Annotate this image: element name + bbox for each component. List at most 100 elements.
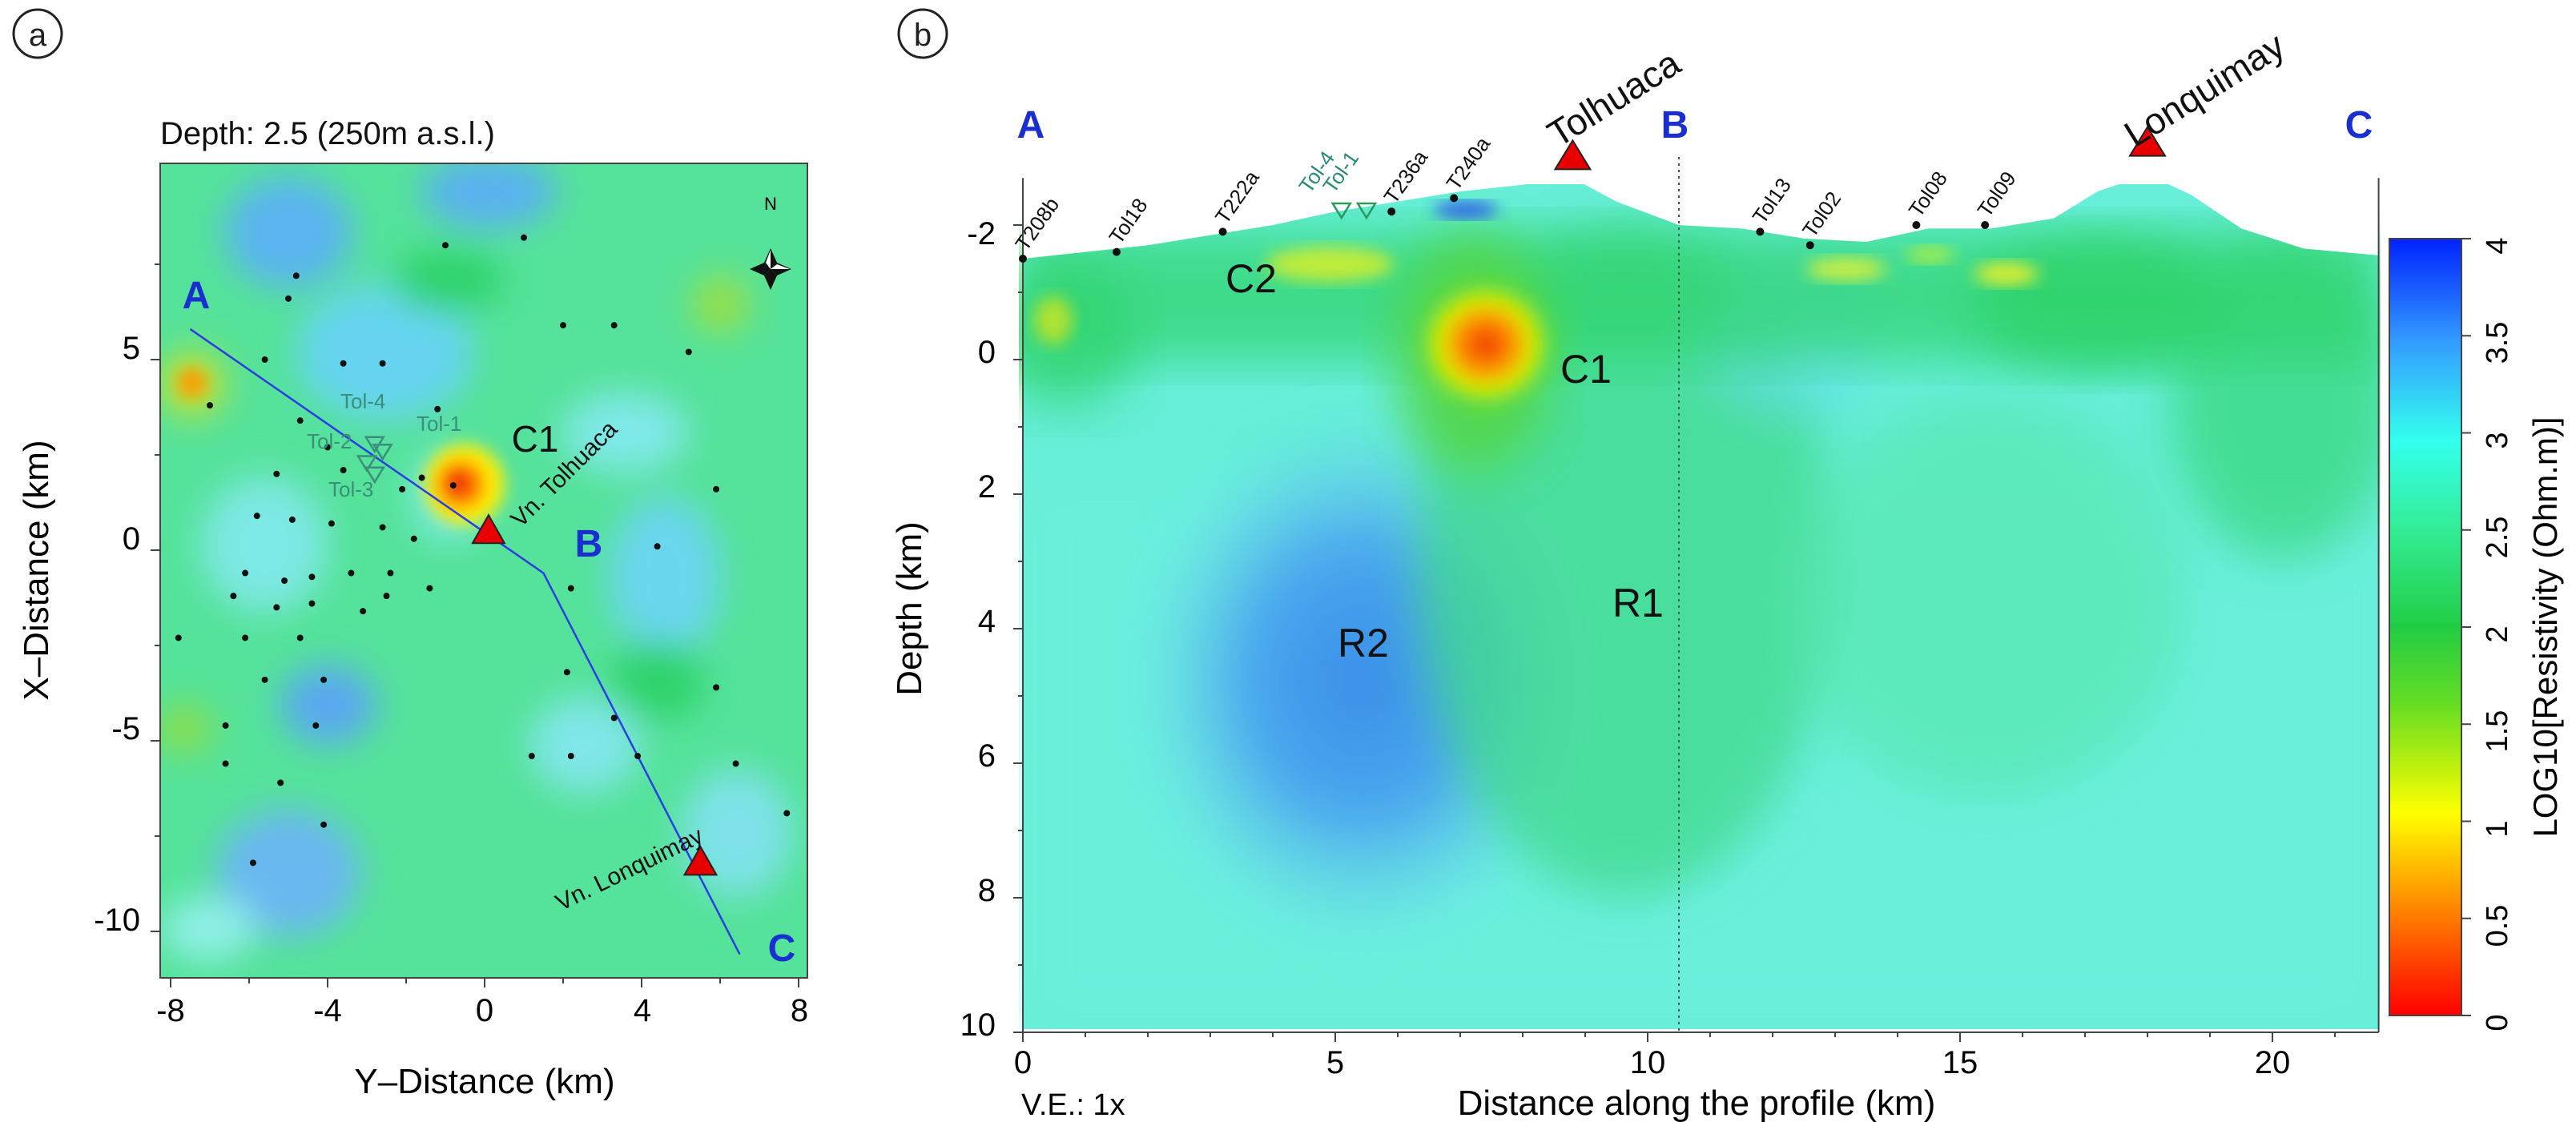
- colorbar-label: LOG10[Resistivity (Ohm.m)]: [2526, 416, 2564, 837]
- colorbar-tick-label: 1.5: [2481, 710, 2514, 753]
- station-dot: [1113, 247, 1121, 256]
- station-dot: [1387, 207, 1396, 216]
- panel-a-title: Depth: 2.5 (250m a.s.l.): [160, 116, 495, 151]
- panel-b-ytick-label: -2: [967, 216, 996, 251]
- panel-b-body-label: C2: [1226, 256, 1277, 301]
- panel-b-profile-label: B: [1661, 104, 1689, 147]
- station-dot: [261, 356, 268, 363]
- panel-a-ylabel: X–Distance (km): [17, 440, 56, 700]
- station-dot: [387, 569, 394, 577]
- panel-a-well-label: Tol-4: [340, 389, 385, 413]
- panel-b-ytick-label: 4: [978, 604, 996, 639]
- panel-b-body-label: R1: [1612, 581, 1664, 625]
- station-dot: [340, 467, 347, 474]
- station-dot: [340, 360, 347, 367]
- station-dot: [360, 608, 367, 615]
- station-dot: [222, 722, 229, 729]
- station-dot: [281, 577, 288, 585]
- station-dot: [288, 516, 296, 523]
- panel-a-overlay: [175, 234, 791, 955]
- panel-a-profile-label: A: [183, 275, 211, 317]
- station-dot: [434, 405, 441, 412]
- panel-a-letter-circle: [12, 8, 63, 59]
- colorbar-tick-label: 0.5: [2481, 905, 2514, 947]
- station-dot: [312, 722, 320, 729]
- well-marker-icon: [356, 455, 378, 473]
- panel-a-letter: a: [29, 18, 47, 53]
- panel-b-xtick-label: 15: [1942, 1045, 1978, 1080]
- colorbar-tick-label: 1: [2481, 820, 2514, 837]
- panel-a-xtick-label: 4: [634, 993, 651, 1028]
- panel-b-ytick-label: 2: [978, 469, 996, 505]
- station-dot: [449, 482, 457, 489]
- station-dot: [783, 810, 791, 817]
- panel-b-xlabel: Distance along the profile (km): [1458, 1084, 1936, 1122]
- station-dot: [296, 417, 304, 424]
- station-dot: [567, 753, 574, 760]
- station-dot: [277, 779, 284, 786]
- station-dot: [563, 669, 570, 676]
- station-dot: [292, 272, 300, 279]
- volcano-icon: [2128, 125, 2167, 157]
- panel-a-profile-label: C: [768, 927, 796, 970]
- station-dot: [296, 634, 304, 641]
- panel-b-ylabel: Depth (km): [890, 521, 929, 696]
- panel-a-xtick-label: 8: [791, 993, 808, 1028]
- station-dot: [713, 684, 720, 691]
- station-dot: [308, 573, 316, 581]
- panel-b-xtick-label: 10: [1630, 1045, 1666, 1080]
- profile-line: [189, 328, 741, 955]
- panel-b-letter: b: [914, 18, 932, 53]
- well-marker-icon: [1355, 202, 1378, 220]
- colorbar-tick-label: 0: [2481, 1014, 2514, 1031]
- station-dot: [320, 821, 328, 828]
- station-dot: [348, 569, 355, 577]
- colorbar-gradient: [2389, 238, 2462, 1016]
- panel-b-profile-label: C: [2345, 104, 2373, 147]
- station-dot: [328, 520, 335, 527]
- panel-b-xtick-label: 20: [2255, 1045, 2291, 1080]
- panel-b-profile-label: A: [1017, 104, 1045, 147]
- station-dot: [426, 585, 433, 592]
- station-dot: [1981, 221, 1990, 229]
- panel-b-xtick-label: 0: [1014, 1045, 1032, 1080]
- station-dot: [253, 513, 260, 520]
- well-marker-icon: [1330, 202, 1353, 220]
- panel-a-well-label: Tol-1: [417, 412, 461, 436]
- panel-b-xtick-label: 5: [1326, 1045, 1344, 1080]
- station-dot: [1756, 227, 1765, 236]
- station-dot: [320, 676, 328, 683]
- panel-b-body-label: R2: [1338, 621, 1389, 666]
- well-marker-icon: [372, 443, 393, 461]
- panel-a-ticks: [151, 263, 799, 987]
- station-dot: [410, 535, 417, 542]
- station-dot: [222, 760, 229, 767]
- station-dot: [175, 634, 182, 641]
- north-label: N: [764, 194, 777, 214]
- station-dot: [207, 402, 213, 409]
- panel-b-ytick-label: 0: [978, 335, 996, 370]
- station-dot: [521, 234, 527, 241]
- volcano-icon: [1553, 139, 1592, 171]
- panel-a-profile-label: B: [575, 523, 603, 565]
- station-dot: [1218, 227, 1227, 236]
- station-dot: [1450, 194, 1459, 203]
- station-dot: [610, 714, 618, 722]
- panel-b-letter-circle: [897, 8, 948, 59]
- panel-a-xlabel: Y–Distance (km): [354, 1062, 614, 1101]
- station-dot: [654, 543, 661, 550]
- panel-a-xtick-label: -4: [313, 993, 342, 1028]
- volcano-icon: [682, 845, 718, 876]
- station-dot: [1019, 255, 1027, 263]
- panel-b-ytick-label: 10: [960, 1007, 996, 1043]
- station-dot: [713, 485, 720, 493]
- panel-a-ytick-label: 0: [123, 521, 140, 557]
- station-dot: [732, 760, 739, 767]
- colorbar: 0 0.5 1 1.5 2 2.5 3 3.5 4 LOG10[Resistiv…: [2389, 237, 2564, 1032]
- station-dot: [634, 753, 642, 760]
- station-dot: [242, 634, 249, 641]
- station-dot: [379, 524, 386, 531]
- volcano-icon: [471, 513, 506, 545]
- station-dot: [610, 322, 618, 329]
